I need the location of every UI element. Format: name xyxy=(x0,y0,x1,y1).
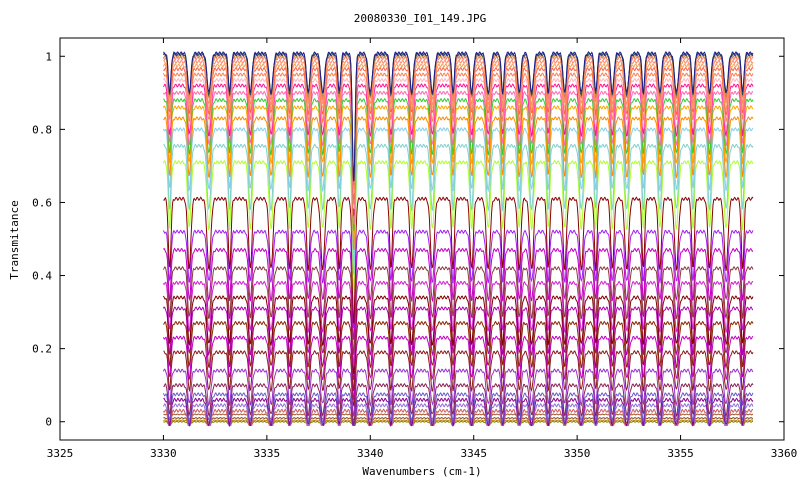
series-line xyxy=(163,413,754,421)
series-line xyxy=(163,419,754,427)
series-line xyxy=(163,143,754,275)
series-line xyxy=(163,349,754,408)
x-tick-label: 3325 xyxy=(47,447,74,460)
series-line xyxy=(162,105,754,238)
y-tick-label: 1 xyxy=(45,50,52,63)
y-tick-label: 0.4 xyxy=(32,270,52,283)
y-tick-label: 0.8 xyxy=(32,123,52,136)
series-line xyxy=(162,280,754,367)
series-line xyxy=(163,397,754,428)
series-line xyxy=(163,408,754,426)
series-line xyxy=(162,63,754,195)
x-tick-label: 3355 xyxy=(667,447,694,460)
series-line xyxy=(163,77,754,210)
series-line xyxy=(162,368,754,418)
series-line xyxy=(163,97,754,231)
x-tick-label: 3340 xyxy=(357,447,384,460)
series-line xyxy=(162,265,754,357)
series-line xyxy=(163,382,754,426)
series-line xyxy=(162,83,754,217)
x-tick-label: 3330 xyxy=(150,447,177,460)
y-tick-label: 0.6 xyxy=(32,196,52,209)
series-line xyxy=(162,72,754,205)
series-line xyxy=(162,159,754,292)
y-axis-ticks: 0 0.2 0.4 0.6 0.8 1 xyxy=(32,50,784,429)
series-line xyxy=(162,229,754,328)
x-tick-label: 3335 xyxy=(254,447,281,460)
series-line xyxy=(162,295,754,375)
x-tick-label: 3350 xyxy=(564,447,591,460)
series-layer xyxy=(162,50,754,428)
series-line xyxy=(162,52,754,182)
series-line xyxy=(163,196,754,324)
series-line xyxy=(162,402,754,426)
series-line xyxy=(163,66,754,201)
series-line xyxy=(163,116,754,251)
x-axis-ticks: 3325 3330 3335 3340 3345 3350 3355 3360 xyxy=(47,38,798,460)
series-line xyxy=(162,335,754,400)
series-line xyxy=(162,306,754,381)
series-line xyxy=(163,59,754,190)
series-line xyxy=(163,50,754,181)
series-line xyxy=(163,320,754,393)
x-tick-label: 3345 xyxy=(460,447,487,460)
series-line xyxy=(163,53,754,186)
series-line xyxy=(162,90,753,225)
x-tick-label: 3360 xyxy=(771,447,798,460)
series-line xyxy=(163,247,754,341)
x-axis-label: Wavenumbers (cm-1) xyxy=(362,465,481,478)
y-tick-label: 0.2 xyxy=(32,343,52,356)
plot-frame xyxy=(59,37,785,441)
series-line xyxy=(162,391,754,426)
y-axis-label: Transmitance xyxy=(8,200,21,279)
chart-title: 20080330_I01_149.JPG xyxy=(354,12,486,25)
series-line xyxy=(163,420,754,426)
series-line xyxy=(162,127,754,262)
series-line xyxy=(163,417,753,424)
y-tick-label: 0 xyxy=(45,416,52,429)
